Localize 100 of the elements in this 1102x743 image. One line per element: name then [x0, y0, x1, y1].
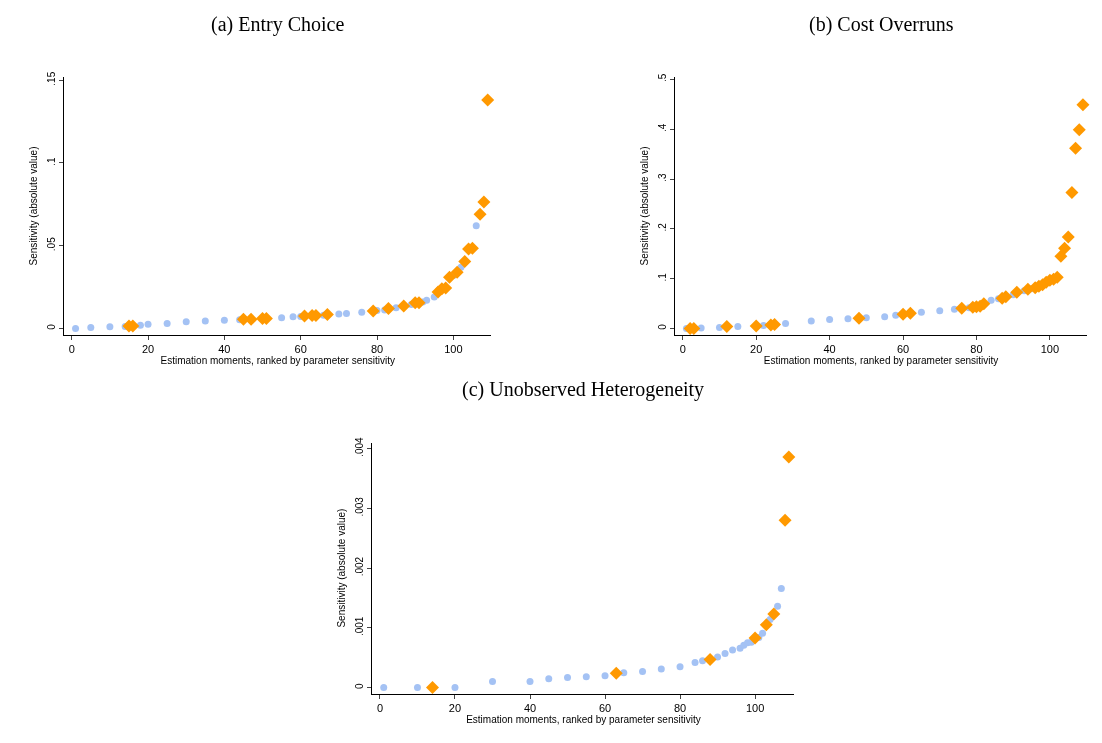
point: [676, 663, 684, 671]
point: [451, 684, 459, 692]
point: [335, 310, 343, 318]
point: [366, 304, 380, 318]
point: [1072, 123, 1086, 137]
point: [1010, 285, 1024, 299]
y-tick-label: .05: [46, 236, 58, 252]
point: [564, 673, 572, 681]
point: [1069, 141, 1083, 155]
x-tick-label: 40: [218, 343, 231, 356]
point: [545, 675, 553, 683]
point: [320, 307, 334, 321]
point: [1058, 241, 1072, 255]
chart-title: (c) Unobserved Heterogeneity: [462, 378, 705, 401]
point: [443, 270, 457, 284]
point: [397, 299, 411, 313]
y-tick-label: 0: [354, 682, 366, 689]
point: [759, 629, 767, 637]
point: [477, 195, 491, 209]
point: [729, 646, 737, 654]
y-tick-label: .1: [46, 156, 58, 166]
point: [955, 301, 969, 315]
point: [87, 324, 95, 332]
point: [844, 315, 852, 323]
x-tick-label: 20: [448, 701, 462, 714]
point: [450, 265, 464, 279]
x-tick-label: 60: [598, 701, 612, 714]
point: [826, 316, 834, 324]
point: [381, 302, 395, 316]
y-tick-label: 0: [657, 323, 669, 330]
point: [1061, 230, 1075, 244]
point: [759, 618, 773, 632]
point: [163, 319, 171, 327]
point: [473, 207, 487, 221]
point: [144, 320, 152, 328]
y-tick-label: .004: [354, 436, 366, 457]
y-tick-label: .1: [657, 272, 669, 282]
y-axis-title: Sensitivity (absolute value): [639, 146, 651, 266]
x-axis-title: Estimation moments, ranked by parameter sensitivity: [160, 355, 396, 367]
point: [489, 678, 496, 686]
point: [358, 308, 366, 316]
point: [774, 602, 782, 610]
chart-title: (a) Entry Choice: [211, 13, 345, 36]
y-tick-label: .003: [354, 496, 366, 517]
point: [458, 254, 472, 268]
point: [657, 665, 665, 673]
point: [413, 684, 421, 692]
x-tick-label: 100: [1040, 343, 1060, 356]
x-tick-label: 0: [68, 343, 75, 356]
x-tick-label: 80: [370, 343, 384, 356]
x-axis-title: Estimation moments, ranked by parameter sensitivity: [466, 713, 701, 725]
point: [72, 324, 80, 332]
y-tick-label: .3: [657, 172, 669, 182]
x-tick-label: 100: [444, 343, 463, 356]
chart-title: (b) Cost Overruns: [809, 13, 954, 36]
point: [481, 93, 495, 107]
point: [691, 658, 699, 666]
x-tick-label: 0: [679, 343, 686, 356]
point: [582, 673, 590, 681]
x-tick-label: 20: [750, 343, 763, 356]
point: [767, 607, 781, 621]
point: [778, 513, 792, 527]
point: [609, 666, 623, 680]
x-tick-label: 40: [523, 701, 537, 714]
point: [342, 310, 350, 318]
y-tick-label: .002: [354, 556, 366, 577]
point: [782, 320, 790, 328]
x-tick-label: 60: [294, 343, 307, 356]
x-axis-title: Estimation moments, ranked by parameter sensitivity: [763, 355, 999, 367]
point: [777, 584, 785, 592]
x-tick-label: 80: [673, 701, 687, 714]
point: [201, 317, 209, 325]
point: [106, 323, 114, 331]
y-tick-label: .5: [657, 73, 669, 83]
point: [182, 318, 190, 326]
point: [881, 313, 889, 321]
y-axis-title: Sensitivity (absolute value): [336, 508, 348, 628]
x-tick-label: 60: [896, 343, 910, 356]
point: [601, 672, 609, 680]
point: [380, 684, 388, 692]
point: [1065, 186, 1079, 200]
point: [423, 296, 431, 304]
point: [748, 631, 762, 645]
y-tick-label: .001: [354, 616, 366, 637]
point: [526, 678, 534, 686]
point: [289, 313, 297, 321]
point: [699, 657, 707, 665]
point: [782, 450, 796, 464]
point: [220, 316, 228, 324]
y-tick-label: .2: [657, 222, 669, 232]
x-tick-label: 100: [745, 701, 765, 714]
point: [425, 681, 439, 695]
point: [720, 320, 734, 334]
x-tick-label: 40: [823, 343, 836, 356]
point: [278, 314, 286, 322]
y-tick-label: 0: [46, 323, 58, 330]
point: [639, 667, 647, 675]
point: [749, 319, 763, 333]
point: [987, 296, 995, 304]
y-tick-label: .4: [657, 123, 669, 132]
